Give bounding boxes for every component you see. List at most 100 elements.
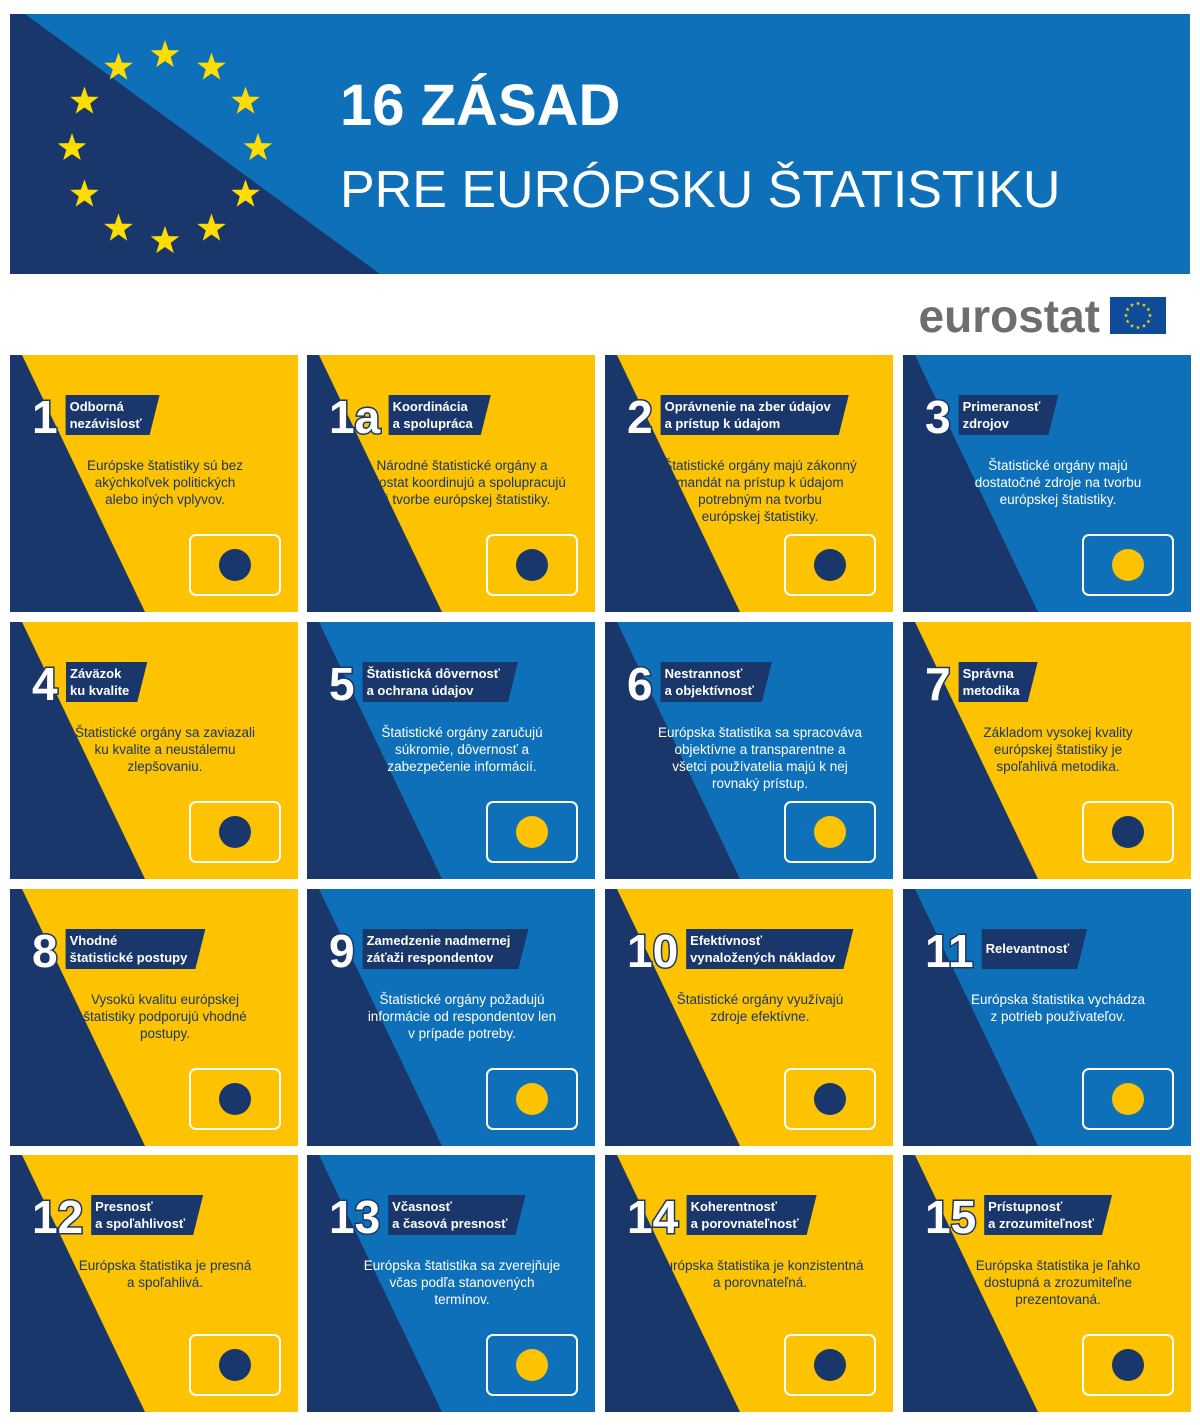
star xyxy=(1125,319,1130,324)
card-icon xyxy=(486,801,578,863)
card-text: ku kvalite a neustálemu xyxy=(94,742,235,757)
card-icon xyxy=(189,1334,281,1396)
card-text: akýchkoľvek politických xyxy=(95,475,236,490)
card-text: mandát na prístup k údajom xyxy=(676,475,843,490)
card-title: a objektívnosť xyxy=(665,683,755,698)
card-text: dostatočné zdroje na tvorbu xyxy=(975,475,1142,490)
card-title-bg xyxy=(984,1195,1113,1235)
card: 9 Zamedzenie nadmernej záťaži respondentov… xyxy=(307,889,595,1146)
card-triangle xyxy=(10,355,145,612)
card-text: objektívne a transparentne a xyxy=(674,742,846,757)
star xyxy=(1146,307,1151,312)
icon-dot xyxy=(219,1349,251,1381)
card-text: Európska štatistika je konzistentná xyxy=(656,1258,864,1273)
card-title: a spoľahlivosť xyxy=(95,1216,186,1231)
card-icon xyxy=(1082,1334,1174,1396)
card-text: všetci používatelia majú k nej xyxy=(672,759,848,774)
logo-text: eurostat xyxy=(919,290,1100,342)
star xyxy=(57,133,87,161)
card-title: ku kvalite xyxy=(70,683,129,698)
card-title: štatistické postupy xyxy=(70,950,189,965)
star xyxy=(1135,325,1141,330)
star xyxy=(1129,302,1135,307)
card-title-bg xyxy=(362,929,529,969)
card: 3 Primeranosť zdrojov Štatistické orgány ma… xyxy=(903,355,1191,612)
card: 15 Prístupnosť a zrozumiteľnosť Európska št… xyxy=(903,1155,1191,1412)
card-title-bg xyxy=(388,1195,526,1235)
card-text: Európska štatistika sa spracováva xyxy=(658,725,863,740)
card-number: 15 xyxy=(925,1191,976,1243)
icon-frame xyxy=(486,1068,578,1130)
card-icon xyxy=(784,801,876,863)
card-triangle xyxy=(307,1155,442,1412)
icon-dot xyxy=(219,1083,251,1115)
card-triangle xyxy=(10,889,145,1146)
card: 13 Včasnosť a časová presnosť Európska štat… xyxy=(307,1155,595,1412)
card-icon xyxy=(1082,534,1174,596)
card-text: štatistiky podporujú vhodné xyxy=(83,1009,247,1024)
icon-dot xyxy=(1112,816,1144,848)
card-icon xyxy=(189,534,281,596)
card-triangle xyxy=(605,355,740,612)
star xyxy=(197,213,226,241)
card: 1 Odborná nezávislosť Európske štatistiky s… xyxy=(10,355,298,612)
card: 5 Štatistická dôvernosť a ochrana údajov Št… xyxy=(307,622,595,879)
star xyxy=(197,52,226,80)
card-text: Štatistické orgány sa zaviazali xyxy=(75,725,255,740)
card-text: Štatistické orgány majú zákonný xyxy=(663,458,857,473)
card-title: Správna xyxy=(963,666,1015,681)
icon-frame xyxy=(1082,801,1174,863)
card-text: v prípade potreby. xyxy=(408,1026,516,1041)
star xyxy=(1141,323,1147,328)
card-title-bg xyxy=(660,395,849,435)
card-title: zdrojov xyxy=(963,416,1010,431)
star xyxy=(104,52,133,80)
card-text: zabezpečenie informácií. xyxy=(387,759,536,774)
card: 6 Nestrannosť a objektívnosť Európska štati… xyxy=(605,622,893,879)
card-triangle xyxy=(903,622,1038,879)
card-icon xyxy=(486,534,578,596)
card-number: 2 xyxy=(627,391,653,443)
star xyxy=(1146,319,1151,324)
card-title-bg xyxy=(66,662,148,702)
card-title-bg xyxy=(686,929,854,969)
card-number: 6 xyxy=(627,658,653,710)
header-triangle xyxy=(10,14,380,274)
card-number: 10 xyxy=(627,925,678,977)
icon-frame xyxy=(189,1334,281,1396)
icon-dot xyxy=(516,549,548,581)
card-title: a časová presnosť xyxy=(392,1216,508,1231)
icon-dot xyxy=(814,549,846,581)
card-triangle xyxy=(903,355,1038,612)
icon-dot xyxy=(814,1349,846,1381)
card-number: 7 xyxy=(925,658,951,710)
card: 12 Presnosť a spoľahlivosť Európska štatist… xyxy=(10,1155,298,1412)
star xyxy=(1141,302,1147,307)
card: 10 Efektívnosť vynaložených nákladov Štatis… xyxy=(605,889,893,1146)
card-title: Efektívnosť xyxy=(690,933,763,948)
card-title: Primeranosť xyxy=(963,399,1042,414)
card-triangle xyxy=(307,889,442,1146)
card-number: 4 xyxy=(32,658,58,710)
card-number: 1 xyxy=(32,391,58,443)
icon-dot xyxy=(516,1349,548,1381)
card-triangle xyxy=(903,1155,1038,1412)
card-text: Európska štatistika sa zverejňuje xyxy=(364,1258,561,1273)
star xyxy=(104,213,133,241)
icon-frame xyxy=(784,1068,876,1130)
card-text: európskej štatistiky. xyxy=(1000,492,1117,507)
icon-dot xyxy=(814,816,846,848)
card-triangle xyxy=(307,622,442,879)
card-title-bg xyxy=(362,662,518,702)
star xyxy=(1147,313,1153,318)
card-text: Štatistické orgány využívajú xyxy=(677,992,844,1007)
card-title: nezávislosť xyxy=(70,416,143,431)
card-title: a zrozumiteľnosť xyxy=(988,1216,1095,1231)
icon-dot xyxy=(219,549,251,581)
card-title-bg xyxy=(981,929,1088,969)
card-text: a spoľahlivá. xyxy=(127,1275,203,1290)
card-title: záťaži respondentov xyxy=(367,950,495,965)
card: 1a Koordinácia a spolupráca Národné štatist… xyxy=(307,355,595,612)
card-title: metodika xyxy=(963,683,1021,698)
card-text: Štatistické orgány majú xyxy=(988,458,1128,473)
